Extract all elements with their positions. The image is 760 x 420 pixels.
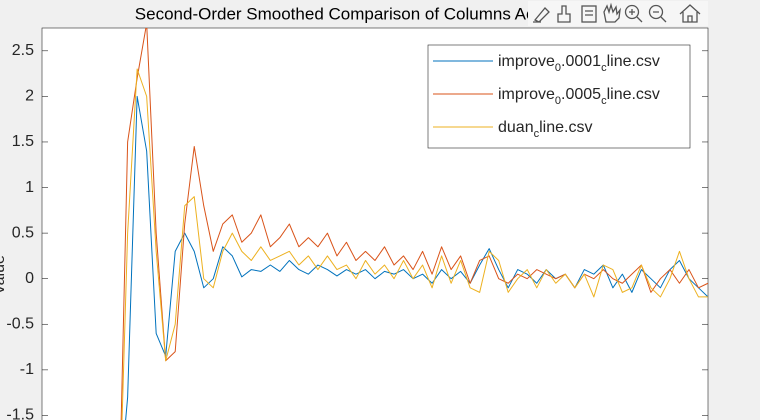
axes-toolbar[interactable] — [528, 1, 708, 26]
y-tick-label: 0.5 — [12, 224, 34, 241]
zoom-out-glyph — [653, 11, 667, 23]
y-axis-label: Value — [0, 255, 8, 295]
legend-label: duancline.csv — [498, 119, 592, 140]
legend-box — [427, 44, 691, 149]
brush-icon[interactable] — [557, 5, 571, 23]
y-tick-label: 2.5 — [12, 42, 34, 59]
home-icon[interactable] — [679, 4, 701, 23]
pan-icon[interactable] — [603, 2, 621, 23]
legend-label: improve0.0005cline.csv — [498, 86, 660, 107]
y-tick-label: 0 — [25, 270, 34, 287]
datatip-lines — [585, 10, 593, 16]
chart-title: Second-Order Smoothed Comparison of Colu… — [135, 4, 607, 23]
y-tick-label: 2 — [25, 88, 34, 105]
data-line — [121, 68, 708, 420]
datatip-icon[interactable] — [581, 5, 597, 23]
y-tick-label: -1.5 — [6, 407, 34, 420]
legend: improve0.0001cline.csv improve0.0005cline… — [427, 44, 691, 149]
plot-area — [120, 28, 708, 420]
zoom-in-glyph — [629, 9, 643, 23]
y-tick-label: -0.5 — [6, 315, 34, 332]
y-tick-label: -1 — [20, 361, 34, 378]
zoom-out-icon[interactable] — [648, 4, 664, 20]
y-tick-label: 1.5 — [12, 133, 34, 150]
data-line — [120, 28, 708, 420]
y-tick-label: 1 — [25, 179, 34, 196]
zoom-in-icon[interactable] — [624, 4, 640, 20]
export-icon[interactable] — [533, 7, 550, 23]
legend-label: improve0.0001cline.csv — [498, 53, 660, 74]
